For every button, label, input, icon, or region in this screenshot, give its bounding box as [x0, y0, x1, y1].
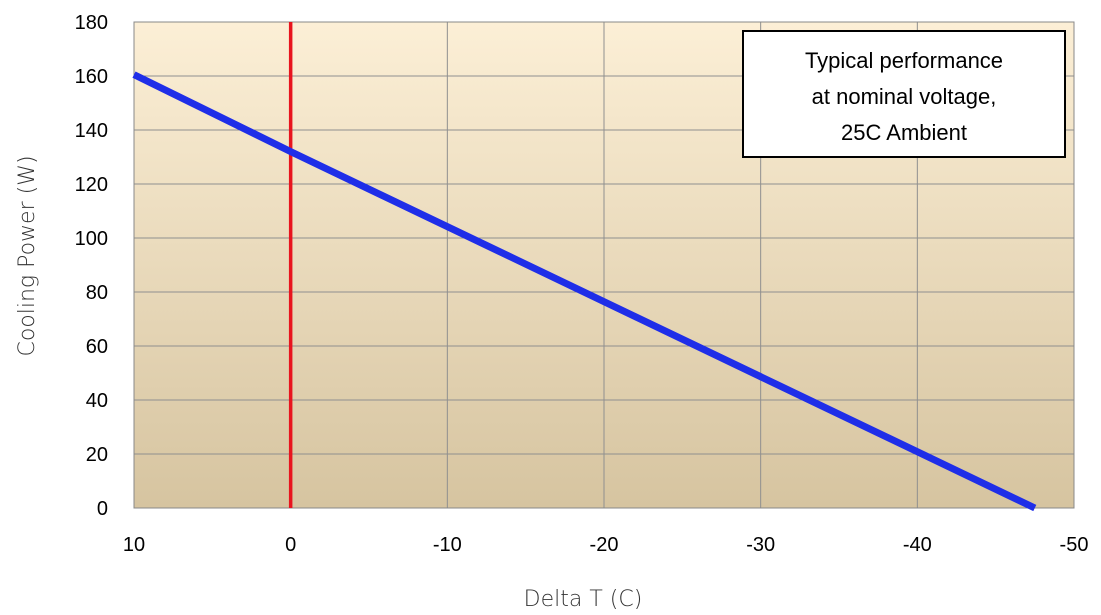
y-tick-label: 140	[75, 120, 108, 142]
y-axis-ticks: 0 20 40 60 80 100 120 140 160 180	[75, 12, 108, 520]
x-axis-title: Delta T (C)	[524, 587, 643, 612]
annotation-line: Typical performance	[805, 48, 1003, 73]
y-tick-label: 80	[86, 282, 108, 304]
x-tick-label: 10	[123, 534, 145, 556]
x-tick-label: -10	[433, 534, 462, 556]
y-tick-label: 120	[75, 174, 108, 196]
x-axis-ticks: 10 0 -10 -20 -30 -40 -50	[123, 534, 1089, 556]
y-tick-label: 60	[86, 336, 108, 358]
annotation-line: 25C Ambient	[841, 120, 967, 145]
y-tick-label: 20	[86, 444, 108, 466]
cooling-power-line	[132, 71, 1037, 512]
annotation-line: at nominal voltage,	[812, 84, 997, 109]
series-layer	[132, 71, 1037, 512]
y-tick-label: 40	[86, 390, 108, 412]
x-tick-label: -30	[746, 534, 775, 556]
y-tick-label: 180	[75, 12, 108, 34]
plot-border	[133, 21, 1075, 509]
y-tick-label: 160	[75, 66, 108, 88]
x-tick-label: 0	[285, 534, 296, 556]
y-axis-title: Cooling Power (W)	[15, 155, 40, 356]
x-tick-label: -40	[903, 534, 932, 556]
y-tick-label: 0	[97, 498, 108, 520]
x-tick-label: -20	[590, 534, 619, 556]
x-tick-label: -50	[1060, 534, 1089, 556]
y-tick-label: 100	[75, 228, 108, 250]
annotation-box: Typical performance at nominal voltage, …	[742, 30, 1066, 158]
